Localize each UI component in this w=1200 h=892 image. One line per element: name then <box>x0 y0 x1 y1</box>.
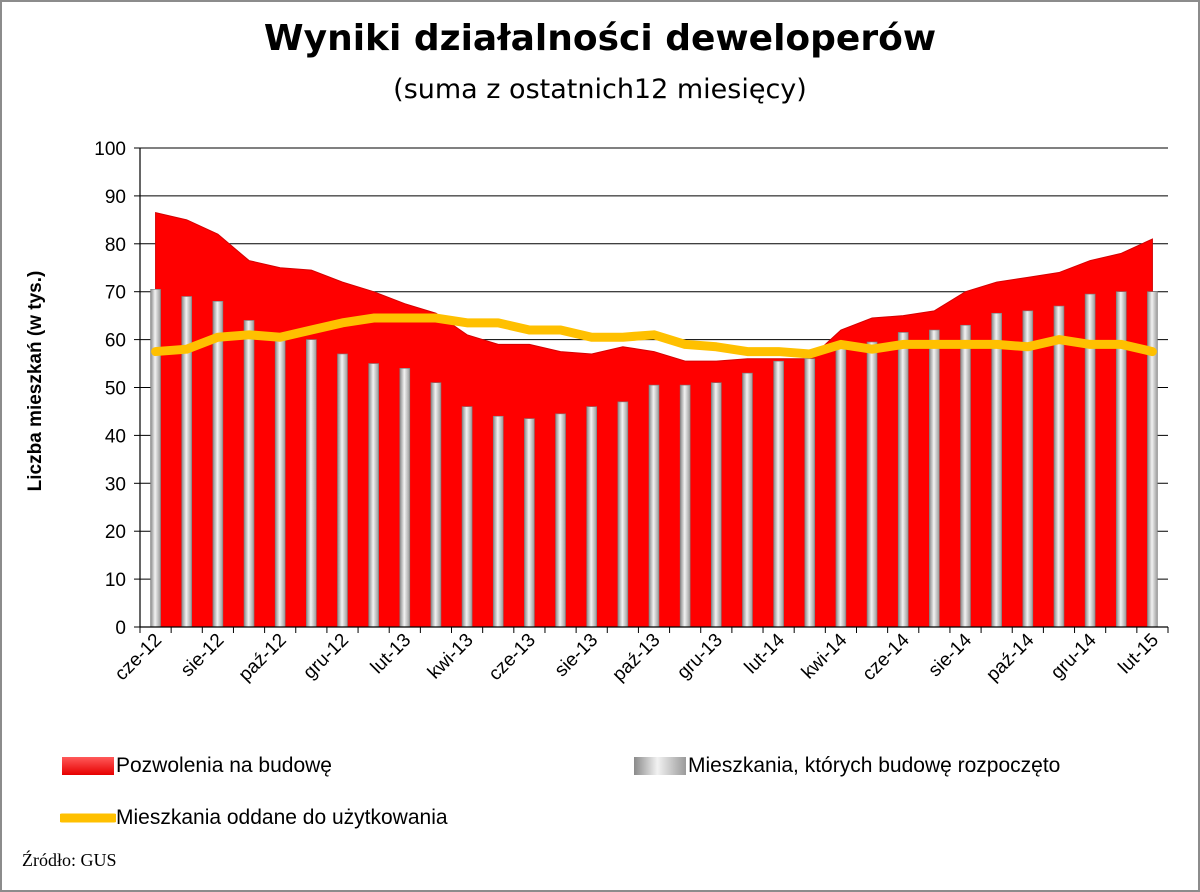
bar-rozpoczete <box>773 360 784 628</box>
bar-rozpoczete <box>306 339 317 628</box>
bar-rozpoczete <box>337 353 348 628</box>
bar-rozpoczete <box>555 413 566 628</box>
y-tick-label: 20 <box>105 522 126 543</box>
legend-swatch-yellow-line <box>60 813 116 823</box>
bar-rozpoczete <box>897 332 909 628</box>
legend-label-rozpoczete: Mieszkania, których budowę rozpoczęto <box>688 754 1061 777</box>
y-tick-label: 40 <box>105 426 126 447</box>
y-tick-label: 30 <box>105 474 126 495</box>
line-series-oddane <box>151 313 1157 359</box>
bar-rozpoczete <box>835 344 847 628</box>
x-tick-label: sie-14 <box>925 629 977 681</box>
x-tick-label: cze-13 <box>485 630 540 685</box>
x-tick-label: lut-13 <box>367 630 415 678</box>
bar-rozpoczete <box>991 312 1002 628</box>
bar-rozpoczete <box>586 406 597 628</box>
bar-rozpoczete <box>617 401 629 628</box>
x-tick-label: gru-13 <box>673 630 727 684</box>
bar-rozpoczete <box>679 384 691 628</box>
bar-rozpoczete <box>524 418 535 628</box>
legend-item-rozpoczete: Mieszkania, których budowę rozpoczęto <box>632 752 1060 780</box>
x-tick-label: kwi-13 <box>424 630 478 684</box>
legend-swatch-gray-bar <box>634 757 686 775</box>
x-tick-label: cze-14 <box>859 629 914 684</box>
y-tick-label: 0 <box>115 618 126 639</box>
y-tick-label: 90 <box>105 187 126 208</box>
bar-rozpoczete <box>399 368 411 628</box>
y-tick-label: 80 <box>105 235 126 256</box>
x-tick-label: paź-14 <box>982 629 1038 685</box>
legend-label-pozwolenia: Pozwolenia na budowę <box>116 754 332 777</box>
bar-rozpoczete <box>1022 310 1034 628</box>
y-tick-label: 70 <box>105 283 126 304</box>
bar-rozpoczete <box>1053 305 1065 628</box>
x-tick-label: paź-12 <box>235 630 291 686</box>
bar-rozpoczete <box>430 382 442 628</box>
chart-title: Wyniki działalności deweloperów <box>263 18 937 59</box>
x-tick-label: kwi-14 <box>798 629 852 683</box>
y-tick-label: 10 <box>105 570 126 591</box>
x-tick-label: sie-12 <box>177 630 228 681</box>
source-note: Źródło: GUS <box>22 850 117 870</box>
bar-rozpoczete <box>274 339 286 628</box>
legend-swatch-red-area <box>62 757 114 775</box>
legend-label-oddane: Mieszkania oddane do użytkowania <box>116 806 448 829</box>
bar-rozpoczete <box>742 372 753 628</box>
bar-rozpoczete <box>461 406 473 628</box>
y-tick-label: 50 <box>105 379 126 400</box>
bar-rozpoczete <box>150 289 161 628</box>
bar-rozpoczete <box>648 384 660 628</box>
chart-subtitle: (suma z ostatnich12 miesięcy) <box>393 74 807 105</box>
bar-rozpoczete <box>212 300 224 628</box>
y-tick-label: 60 <box>105 331 126 352</box>
x-tick-label: gru-12 <box>299 630 353 684</box>
x-tick-label: paź-13 <box>609 630 665 686</box>
bar-rozpoczete <box>804 358 816 628</box>
bar-rozpoczete <box>492 415 504 628</box>
x-tick-label: gru-14 <box>1047 629 1101 683</box>
bar-rozpoczete <box>929 329 940 628</box>
bar-rozpoczete <box>243 320 255 628</box>
bar-rozpoczete <box>1147 291 1158 628</box>
legend-item-oddane: Mieszkania oddane do użytkowania <box>60 804 448 832</box>
bar-rozpoczete <box>711 382 722 628</box>
x-tick-label: sie-13 <box>551 630 602 681</box>
bar-rozpoczete <box>368 363 379 628</box>
bar-rozpoczete <box>960 324 971 628</box>
x-tick-label: lut-14 <box>741 629 790 678</box>
y-tick-label: 100 <box>94 139 126 160</box>
legend-item-pozwolenia: Pozwolenia na budowę <box>60 752 332 780</box>
x-tick-label: lut-15 <box>1115 630 1163 678</box>
bar-rozpoczete <box>866 341 878 628</box>
